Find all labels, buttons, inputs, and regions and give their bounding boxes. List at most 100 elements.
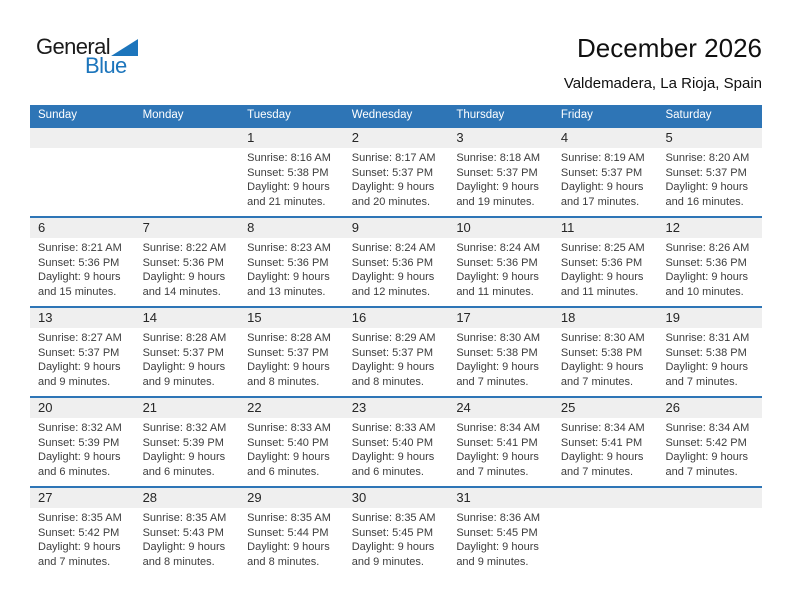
daylight-text: Daylight: 9 hours — [665, 271, 749, 284]
weekday-header-thursday: Thursday — [456, 109, 505, 121]
daylight-text-cont: and 7 minutes. — [456, 375, 529, 388]
daylight-text: Daylight: 9 hours — [38, 361, 121, 374]
sunrise-text: Sunrise: 8:24 AM — [456, 242, 541, 254]
calendar-location: Valdemadera, La Rioja, Spain — [563, 75, 762, 92]
daylight-text: Daylight: 9 hours — [456, 271, 539, 284]
sunrise-text: Sunrise: 8:29 AM — [351, 332, 436, 344]
day-cell: 2 Sunrise: 8:17 AM Sunset: 5:37 PM Daylight… — [344, 128, 449, 216]
sunrise-text: Sunrise: 8:35 AM — [38, 512, 122, 524]
sunrise-text: Sunrise: 8:32 AM — [38, 422, 122, 434]
sunset-text: Sunset: 5:44 PM — [247, 526, 329, 539]
daylight-text: Daylight: 9 hours — [351, 451, 435, 464]
daylight-text: Daylight: 9 hours — [560, 181, 644, 194]
daylight-text-cont: and 10 minutes. — [665, 285, 744, 298]
day-cell: 8 Sunrise: 8:23 AM Sunset: 5:36 PM Daylight… — [239, 218, 344, 306]
sunset-text: Sunset: 5:38 PM — [665, 346, 747, 359]
sunset-text: Sunset: 5:36 PM — [38, 256, 120, 269]
daylight-text: Daylight: 9 hours — [665, 451, 749, 464]
daylight-text: Daylight: 9 hours — [247, 271, 330, 284]
daylight-text: Daylight: 9 hours — [247, 541, 330, 554]
daylight-text-cont: and 16 minutes. — [665, 195, 744, 208]
daylight-text: Daylight: 9 hours — [142, 541, 226, 554]
daylight-text: Daylight: 9 hours — [456, 541, 539, 554]
daylight-text-cont: and 9 minutes. — [456, 555, 529, 568]
sunrise-text: Sunrise: 8:35 AM — [247, 512, 331, 524]
daylight-text: Daylight: 9 hours — [351, 181, 435, 194]
daylight-text: Daylight: 9 hours — [142, 271, 226, 284]
day-cell: 9 Sunrise: 8:24 AM Sunset: 5:36 PM Daylight… — [344, 218, 449, 306]
sunset-text: Sunset: 5:40 PM — [351, 436, 434, 449]
day-number: 25 — [560, 400, 576, 415]
sunrise-text: Sunrise: 8:17 AM — [351, 152, 436, 164]
day-cell: 22 Sunrise: 8:33 AM Sunset: 5:40 PM Dayligh… — [239, 398, 344, 486]
sunset-text: Sunset: 5:45 PM — [456, 526, 538, 539]
daylight-text-cont: and 14 minutes. — [142, 285, 221, 298]
daylight-text: Daylight: 9 hours — [351, 361, 435, 374]
day-number: 27 — [38, 490, 53, 505]
day-cell: 24 Sunrise: 8:34 AM Sunset: 5:41 PM Dayligh… — [448, 398, 553, 486]
sunrise-text: Sunrise: 8:16 AM — [247, 152, 331, 164]
daylight-text-cont: and 6 minutes. — [142, 465, 215, 478]
daylight-text-cont: and 7 minutes. — [665, 465, 738, 478]
sunset-text: Sunset: 5:41 PM — [560, 436, 643, 449]
day-number: 17 — [456, 310, 471, 325]
sunrise-text: Sunrise: 8:30 AM — [456, 332, 541, 344]
day-number: 7 — [142, 220, 150, 235]
daylight-text: Daylight: 9 hours — [351, 271, 435, 284]
day-number: 2 — [351, 130, 359, 145]
sunset-text: Sunset: 5:36 PM — [456, 256, 538, 269]
day-cell: 4 Sunrise: 8:19 AM Sunset: 5:37 PM Daylight… — [553, 128, 658, 216]
day-cell: 15 Sunrise: 8:28 AM Sunset: 5:37 PM Dayligh… — [239, 308, 344, 396]
logo-blue-text: Blue — [85, 53, 127, 78]
sunrise-text: Sunrise: 8:26 AM — [665, 242, 750, 254]
sunset-text: Sunset: 5:37 PM — [247, 346, 329, 359]
daylight-text: Daylight: 9 hours — [560, 271, 644, 284]
daylight-text: Daylight: 9 hours — [247, 451, 330, 464]
day-cell: 11 Sunrise: 8:25 AM Sunset: 5:36 PM Dayligh… — [553, 218, 658, 306]
sunset-text: Sunset: 5:45 PM — [351, 526, 434, 539]
sunrise-text: Sunrise: 8:18 AM — [456, 152, 541, 164]
day-number: 30 — [351, 490, 367, 505]
daylight-text-cont: and 21 minutes. — [247, 195, 326, 208]
day-number: 5 — [665, 130, 673, 145]
day-number: 12 — [665, 220, 680, 235]
day-cell: 21 Sunrise: 8:32 AM Sunset: 5:39 PM Dayligh… — [135, 398, 240, 486]
day-cell: 25 Sunrise: 8:34 AM Sunset: 5:41 PM Dayligh… — [553, 398, 658, 486]
calendar: Sunday Monday Tuesday Wednesday Thursday Frid… — [30, 105, 762, 576]
sunrise-text: Sunrise: 8:28 AM — [142, 332, 227, 344]
daylight-text: Daylight: 9 hours — [456, 361, 539, 374]
sunset-text: Sunset: 5:37 PM — [456, 166, 538, 179]
weekday-header-friday: Friday — [560, 109, 593, 121]
day-number: 14 — [142, 310, 158, 325]
day-number-band — [30, 488, 762, 508]
day-number-band — [30, 308, 762, 328]
sunrise-text: Sunrise: 8:27 AM — [38, 332, 122, 344]
daylight-text-cont: and 7 minutes. — [560, 465, 634, 478]
sunrise-text: Sunrise: 8:23 AM — [247, 242, 331, 254]
daylight-text-cont: and 6 minutes. — [247, 465, 320, 478]
daylight-text: Daylight: 9 hours — [665, 361, 749, 374]
sunset-text: Sunset: 5:36 PM — [142, 256, 224, 269]
logo-general-text: General — [36, 34, 111, 59]
day-cell: 5 Sunrise: 8:20 AM Sunset: 5:37 PM Daylight… — [657, 128, 762, 216]
sunrise-text: Sunrise: 8:35 AM — [351, 512, 436, 524]
day-number: 23 — [351, 400, 367, 415]
daylight-text: Daylight: 9 hours — [38, 541, 121, 554]
weekday-header-monday: Monday — [142, 109, 184, 121]
calendar-title: December 2026 — [577, 33, 762, 63]
daylight-text: Daylight: 9 hours — [560, 361, 644, 374]
sunset-text: Sunset: 5:39 PM — [142, 436, 224, 449]
daylight-text: Daylight: 9 hours — [247, 181, 330, 194]
sunrise-text: Sunrise: 8:31 AM — [665, 332, 750, 344]
day-number: 20 — [38, 400, 53, 415]
daylight-text-cont: and 19 minutes. — [456, 195, 535, 208]
day-number: 15 — [247, 310, 262, 325]
sunrise-text: Sunrise: 8:34 AM — [456, 422, 541, 434]
logo-triangle-icon — [111, 39, 139, 56]
day-number: 19 — [665, 310, 680, 325]
daylight-text-cont: and 15 minutes. — [38, 285, 117, 298]
week-row: 6 Sunrise: 8:21 AM Sunset: 5:36 PM Daylight… — [30, 216, 762, 306]
sunrise-text: Sunrise: 8:21 AM — [38, 242, 122, 254]
day-number: 18 — [560, 310, 576, 325]
weekday-header-sunday: Sunday — [38, 109, 78, 121]
